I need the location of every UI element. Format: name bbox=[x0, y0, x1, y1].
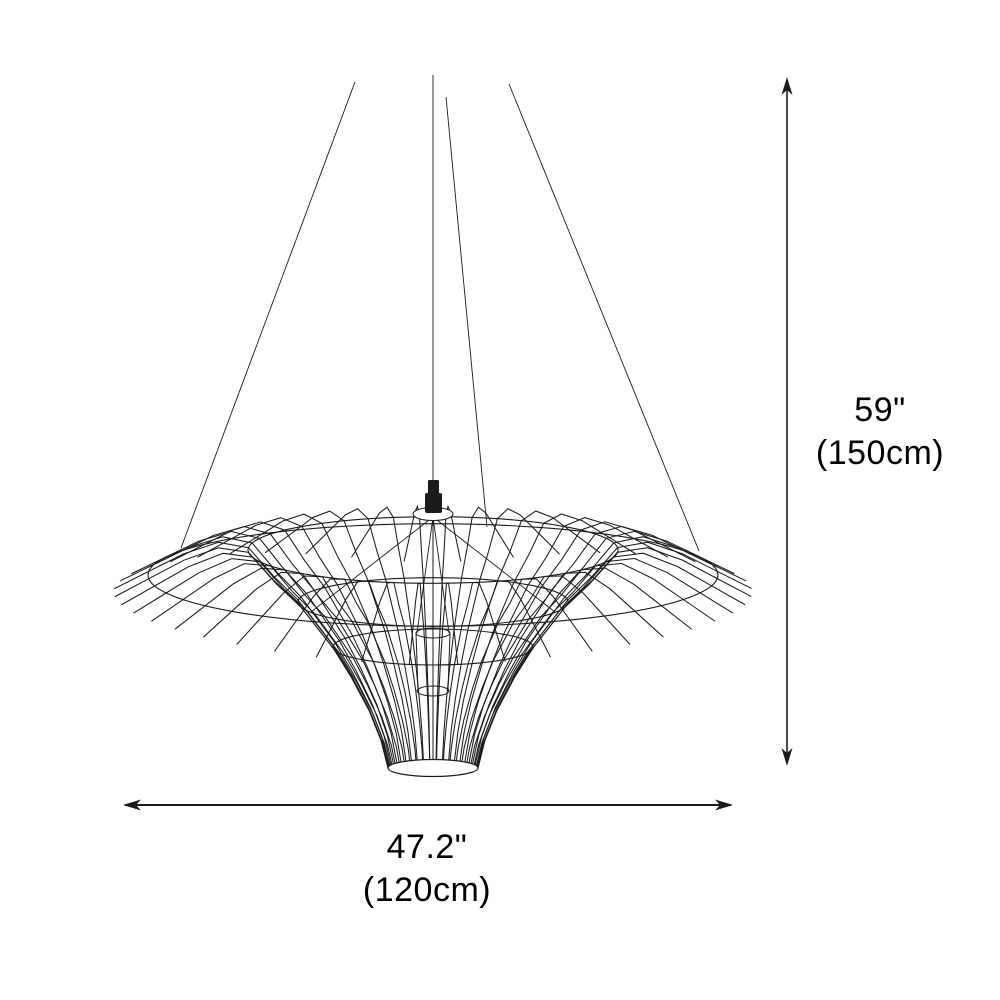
lampshade-rib bbox=[174, 567, 398, 774]
spreader-wire bbox=[432, 516, 450, 634]
width-dimension-label: 47.2" (120cm) bbox=[327, 826, 527, 912]
suspension-cable-left bbox=[180, 81, 356, 549]
lampshade-rib bbox=[477, 547, 752, 770]
lampshade-rib bbox=[351, 506, 424, 761]
width-inches-text: 47.2" bbox=[386, 828, 468, 866]
spreader-wire bbox=[432, 516, 556, 613]
lampshade-rib bbox=[442, 581, 506, 777]
lampshade-rib bbox=[147, 525, 395, 765]
lampshade-rib bbox=[459, 575, 631, 776]
spreader-wire bbox=[416, 516, 434, 634]
lampshade-rib bbox=[448, 580, 551, 777]
suspension-cable-right bbox=[508, 83, 700, 552]
lampshade-rib bbox=[114, 547, 389, 770]
lampshade-rib bbox=[464, 517, 669, 763]
lampshade-rib bbox=[441, 506, 514, 761]
height-inches-text: 59" bbox=[854, 391, 906, 429]
bottom-opening-ring bbox=[387, 758, 479, 778]
height-metric-text: (150cm) bbox=[815, 434, 945, 472]
socket-neck bbox=[428, 480, 439, 496]
lampshade-rib bbox=[448, 508, 560, 761]
lampshade-rib bbox=[361, 581, 425, 777]
lampshade-rib bbox=[403, 504, 431, 761]
suspension-cable-back bbox=[445, 96, 488, 528]
dimension-lines bbox=[123, 77, 793, 811]
height-dimension-label: 59" (150cm) bbox=[795, 389, 965, 475]
cylinder-side bbox=[447, 632, 451, 692]
width-metric-text: (120cm) bbox=[362, 871, 492, 909]
lampshade-rib bbox=[305, 508, 418, 761]
width-arrow-left-icon bbox=[123, 799, 141, 811]
suspension-cables bbox=[180, 75, 700, 552]
lampshade-rib bbox=[468, 567, 692, 774]
lamp-hub bbox=[310, 506, 556, 634]
lampshade-rib bbox=[454, 578, 593, 776]
lampshade-rings bbox=[147, 516, 719, 778]
width-arrow-right-icon bbox=[715, 799, 733, 811]
socket-body bbox=[425, 493, 442, 513]
lampshade-rib bbox=[228, 513, 407, 763]
lampshade-rib bbox=[435, 504, 462, 761]
lampshade-rib bbox=[131, 530, 392, 766]
lampshade-rib bbox=[464, 571, 664, 775]
lamp-socket bbox=[425, 480, 442, 513]
lampshade-rib bbox=[477, 541, 752, 768]
cylinder-bottom-ring bbox=[416, 685, 450, 697]
lampshade-rib bbox=[236, 575, 407, 776]
cylinder-top-ring bbox=[415, 627, 451, 639]
lampshade-rib bbox=[474, 530, 735, 766]
height-arrow-down-icon bbox=[781, 748, 793, 766]
lampshade-rib bbox=[459, 513, 637, 763]
cylinder-side bbox=[415, 632, 419, 692]
bulb-holder-cylinder bbox=[415, 627, 451, 697]
lampshade-rib bbox=[114, 541, 389, 768]
spreader-wire bbox=[310, 516, 434, 613]
lampshade-rib bbox=[453, 510, 601, 762]
lampshade-rib bbox=[315, 580, 418, 777]
lampshade-rib bbox=[435, 582, 459, 777]
lampshade-rib bbox=[264, 510, 412, 762]
height-arrow-up-icon bbox=[781, 77, 793, 95]
lampshade-rib bbox=[197, 517, 402, 763]
lampshade-rib bbox=[170, 521, 398, 764]
lampshade-rib bbox=[203, 571, 402, 775]
